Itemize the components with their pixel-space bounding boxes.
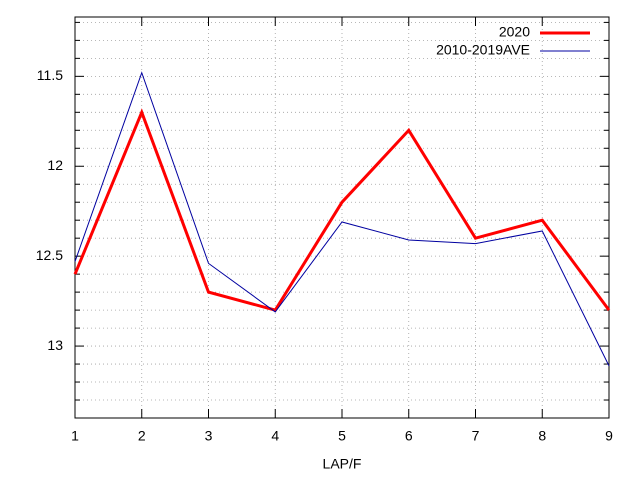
y-tick-label: 12.5 [36, 247, 63, 263]
x-tick-label: 2 [138, 428, 146, 444]
x-tick-label: 5 [338, 428, 346, 444]
plot-border [74, 16, 610, 419]
x-tick-label: 9 [605, 428, 613, 444]
y-tick-label: 13 [47, 337, 63, 353]
series-line [74, 71, 610, 367]
x-tick-label: 7 [472, 428, 480, 444]
x-tick-label: 1 [71, 428, 79, 444]
x-tick-label: 4 [271, 428, 279, 444]
y-tick-label: 11.5 [37, 67, 63, 83]
legend-label: 2010-2019AVE [436, 42, 530, 58]
series-line [73, 108, 611, 312]
x-tick-label: 8 [538, 428, 546, 444]
x-axis-label: LAP/F [323, 456, 362, 472]
y-tick-label: 12 [47, 157, 63, 173]
x-tick-label: 6 [405, 428, 413, 444]
x-tick-label: 3 [205, 428, 213, 444]
legend-label: 2020 [499, 24, 530, 40]
